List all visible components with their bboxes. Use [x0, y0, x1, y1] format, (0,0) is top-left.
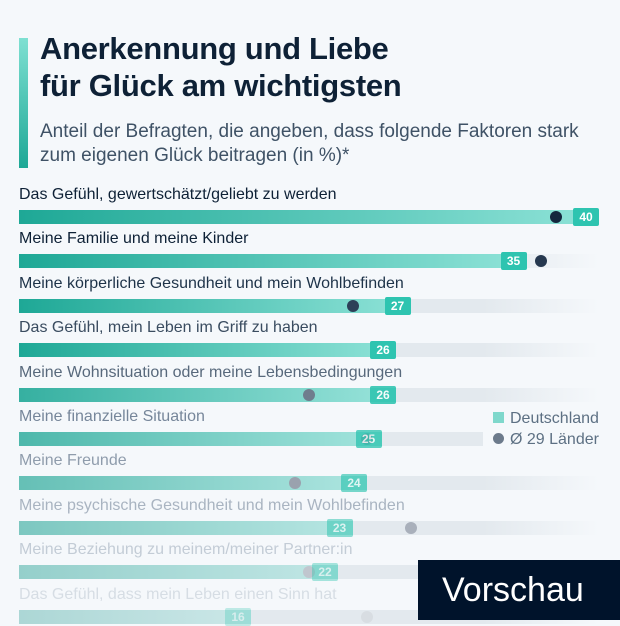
legend: Deutschland Ø 29 Länder: [483, 404, 608, 454]
dot-average: [303, 388, 315, 401]
bar-row: Meine Wohnsituation oder meine Lebensbed…: [19, 364, 599, 404]
dot-average: [361, 610, 373, 623]
dot-average: [303, 566, 315, 579]
dot-average: [549, 211, 562, 223]
legend-square-icon: [493, 412, 504, 423]
dot-average: [535, 255, 547, 268]
value-label: 27: [384, 296, 411, 315]
bar-row: Das Gefühl, mein Leben im Griff zu haben…: [19, 319, 599, 360]
bar-germany: [19, 343, 396, 358]
value-label: 26: [370, 341, 396, 360]
value-label: 24: [341, 474, 367, 493]
title-accent-bar: [19, 38, 28, 168]
category-label: Meine finanzielle Situation: [19, 408, 205, 425]
bar-germany: [19, 387, 396, 402]
category-label: Meine Familie und meine Kinder: [19, 230, 249, 248]
dot-average: [404, 521, 417, 534]
dot-average: [346, 299, 359, 312]
bar-row: Meine finanzielle Situation 25: [19, 408, 599, 448]
value-label: 26: [370, 385, 396, 404]
chart-title: Anerkennung und Liebe für Glück am wichti…: [40, 31, 402, 103]
bar-germany: [19, 432, 382, 446]
category-label: Das Gefühl, dass mein Leben einen Sinn h…: [19, 585, 337, 603]
legend-germany: Deutschland: [493, 410, 599, 428]
category-label: Meine Wohnsituation oder meine Lebensbed…: [19, 363, 403, 381]
value-label: 25: [355, 430, 382, 448]
category-label: Das Gefühl, gewertschätzt/geliebt zu wer…: [19, 186, 337, 203]
preview-badge: Vorschau: [418, 560, 620, 620]
category-label: Das Gefühl, mein Leben im Griff zu haben: [19, 319, 318, 337]
chart-subtitle: Anteil der Befragten, die angeben, dass …: [40, 121, 579, 166]
legend-dot-icon: [493, 433, 504, 444]
category-label: Meine psychische Gesundheit und mein Woh…: [19, 496, 405, 514]
category-label: Meine Beziehung zu meinem/meiner Partner…: [19, 541, 353, 559]
bar-germany: [19, 520, 353, 535]
bar-germany: [19, 476, 367, 491]
bar-germany: [19, 254, 527, 269]
value-label: 23: [326, 518, 353, 537]
value-label: 16: [225, 607, 251, 626]
category-label: Meine Freunde: [19, 452, 127, 470]
value-label: 40: [573, 208, 599, 226]
bar-row: Meine Familie und meine Kinder 35: [19, 230, 599, 271]
bar-row: Das Gefühl, gewertschätzt/geliebt zu wer…: [19, 186, 599, 226]
dot-average: [288, 477, 301, 490]
legend-average: Ø 29 Länder: [493, 431, 599, 449]
value-label: 22: [312, 563, 338, 582]
bar-row: Meine psychische Gesundheit und mein Woh…: [19, 497, 599, 537]
bar-germany: [19, 298, 411, 313]
bar-row: Meine Freunde 24: [19, 452, 599, 493]
bar-germany: [19, 210, 599, 224]
category-label: Meine körperliche Gesundheit und mein Wo…: [19, 274, 404, 292]
bar-germany: [19, 565, 338, 580]
bar-row: Meine körperliche Gesundheit und mein Wo…: [19, 275, 599, 315]
bar-germany: [19, 609, 251, 624]
value-label: 35: [500, 252, 527, 271]
